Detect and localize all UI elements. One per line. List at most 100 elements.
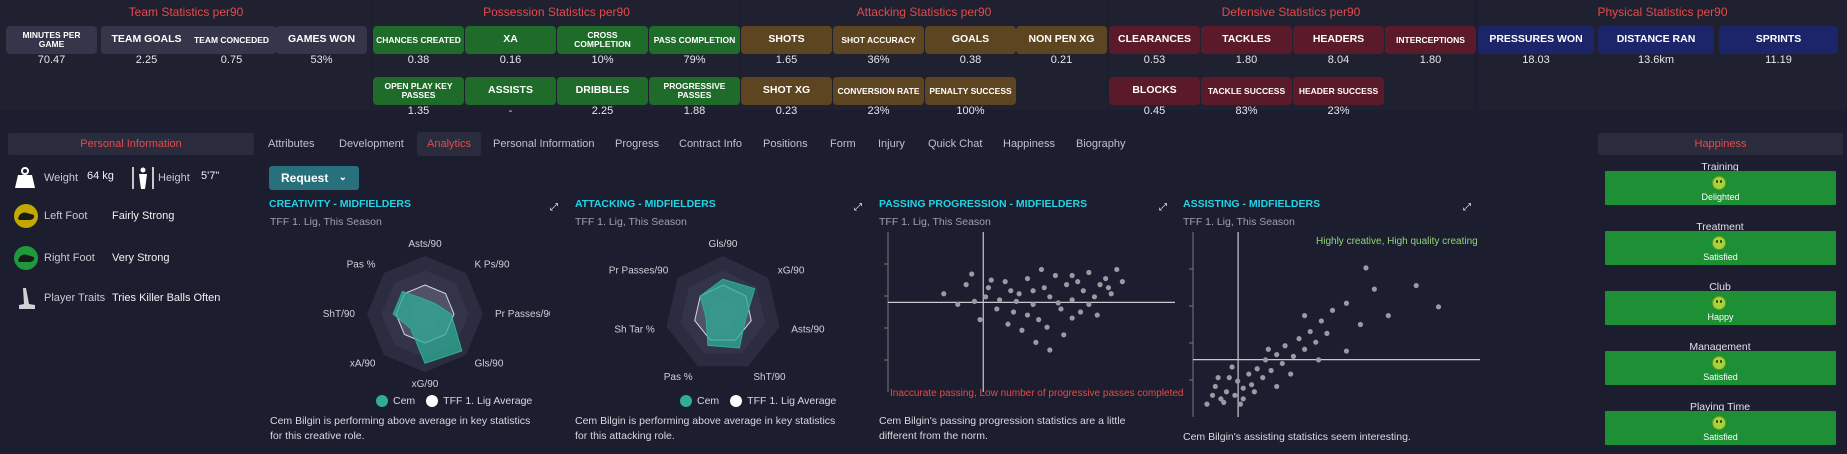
stat-tile-goals[interactable]: Goals xyxy=(925,26,1016,54)
stat-tile-shot-xg[interactable]: Shot XG xyxy=(741,77,832,105)
tab-personal-information[interactable]: Personal Information xyxy=(493,138,595,150)
scatter-point xyxy=(1069,297,1075,303)
stat-tile-shots[interactable]: Shots xyxy=(741,26,832,54)
stat-tile-cross-completion[interactable]: Cross completion xyxy=(557,26,648,54)
stat-value-interceptions: 1.80 xyxy=(1419,54,1442,66)
stat-tile-open-play-key-passes[interactable]: Open play key passes xyxy=(373,77,464,105)
possession-stats-group: Possession Statistics per90 Chances crea… xyxy=(373,0,740,117)
stat-tile-minutes[interactable]: Minutes per game xyxy=(6,26,97,54)
scatter-point xyxy=(1260,375,1266,381)
legend-player-dot xyxy=(376,395,388,407)
scatter-point xyxy=(1240,396,1246,402)
stat-tile-progressive-passes[interactable]: Progressive passes xyxy=(649,77,740,105)
scatter-point xyxy=(1371,286,1377,292)
stat-tile-distance-ran[interactable]: Distance ran xyxy=(1598,26,1714,54)
happiness-bar-management: Satisfied xyxy=(1605,351,1836,385)
stat-tile-pressures-won[interactable]: Pressures won xyxy=(1478,26,1594,54)
scatter-point xyxy=(1268,367,1274,374)
stat-tile-assists[interactable]: Assists xyxy=(465,77,556,105)
stat-tile-penalty-success[interactable]: Penalty success xyxy=(925,77,1016,105)
expand-icon[interactable]: ⤢ xyxy=(854,202,862,213)
tab-development[interactable]: Development xyxy=(339,138,404,150)
stat-value-progressive-passes: 1.88 xyxy=(683,105,706,117)
scatter-point xyxy=(1044,324,1050,330)
scatter-point xyxy=(1363,265,1369,271)
team-stats-title: Team Statistics per90 xyxy=(128,5,244,19)
tab-form[interactable]: Form xyxy=(830,138,856,150)
creativity-subtitle: TFF 1. Lig, This Season xyxy=(270,216,382,228)
legend-player-label: Cem xyxy=(393,395,416,407)
expand-icon[interactable]: ⤢ xyxy=(550,202,558,213)
stat-tile-conversion-rate[interactable]: Conversion rate xyxy=(833,77,924,105)
stat-tile-header-success[interactable]: Header success xyxy=(1293,77,1384,105)
stat-tile-team-conceded[interactable]: Team conceded xyxy=(186,26,277,54)
stat-tile-clearances[interactable]: Clearances xyxy=(1109,26,1200,54)
physical-stats-title: Physical Statistics per90 xyxy=(1597,5,1728,19)
tab-attributes[interactable]: Attributes xyxy=(268,138,315,150)
scatter-point xyxy=(1103,275,1109,282)
tab-progress[interactable]: Progress xyxy=(615,138,660,150)
happiness-status: Delighted xyxy=(1701,192,1740,202)
player-traits-value: Tries Killer Balls Often xyxy=(112,292,221,304)
scatter-point xyxy=(1343,348,1350,354)
scatter-point xyxy=(1229,364,1235,370)
scatter-point xyxy=(1063,282,1070,288)
stat-tile-dribbles[interactable]: Dribbles xyxy=(557,77,648,105)
scatter-point xyxy=(1075,279,1081,285)
scatter-point xyxy=(1008,288,1014,294)
tab-positions[interactable]: Positions xyxy=(763,138,808,150)
happiness-label-club: Club xyxy=(1709,281,1731,293)
scatter-point xyxy=(1209,392,1216,398)
stat-tile-headers[interactable]: Headers xyxy=(1293,26,1384,54)
scatter-point xyxy=(1041,285,1047,291)
tab-quick-chat[interactable]: Quick Chat xyxy=(928,138,983,150)
scatter-point xyxy=(1080,288,1086,294)
tab-analytics[interactable]: Analytics xyxy=(417,132,482,156)
stat-value-minutes: 70.47 xyxy=(37,54,66,66)
stat-tile-non-pen-xg[interactable]: Non pen XG xyxy=(1016,26,1107,54)
expand-icon[interactable]: ⤢ xyxy=(1159,202,1167,213)
stat-value-shot-xg: 0.23 xyxy=(775,105,798,117)
passing-title: PASSING PROGRESSION - MIDFIELDERS xyxy=(879,198,1088,210)
stat-tile-interceptions[interactable]: Interceptions xyxy=(1385,26,1476,54)
tab-contract-info[interactable]: Contract Info xyxy=(679,138,742,150)
attacking-stats-group: Attacking Statistics per90 Shots 1.65 Sh… xyxy=(741,0,1107,117)
scatter-point xyxy=(994,306,1000,312)
stat-tile-chances-created[interactable]: Chances created xyxy=(373,26,464,54)
stat-tile-team-goals[interactable]: Team goals xyxy=(101,26,192,54)
radar-axis-label: Asts/90 xyxy=(408,239,442,250)
scatter-point xyxy=(1218,396,1224,402)
happiness-status: Happy xyxy=(1707,312,1734,322)
stat-value-pressures-won: 18.03 xyxy=(1522,54,1550,66)
happiness-header: Happiness xyxy=(1598,133,1843,155)
stat-tile-xa[interactable]: XA xyxy=(465,26,556,54)
stat-tile-sprints[interactable]: Sprints xyxy=(1719,26,1838,54)
scatter-point xyxy=(1033,339,1039,345)
stat-tile-tackle-success[interactable]: Tackle success xyxy=(1201,77,1292,105)
scatter-point xyxy=(1030,301,1036,307)
radar-axis-label: Pas % xyxy=(347,260,376,271)
scatter-point xyxy=(1091,294,1098,300)
stat-tile-games-won[interactable]: Games won xyxy=(276,26,367,54)
stat-value-blocks: 0.45 xyxy=(1143,105,1166,117)
request-dropdown-button[interactable]: Request ⌄ xyxy=(269,166,359,190)
scatter-point xyxy=(977,317,983,323)
stat-tile-shot-accuracy[interactable]: Shot accuracy xyxy=(833,26,924,54)
stat-tile-tackles[interactable]: Tackles xyxy=(1201,26,1292,54)
expand-icon[interactable]: ⤢ xyxy=(1463,202,1471,213)
happiness-status: Satisfied xyxy=(1703,432,1738,442)
scatter-point xyxy=(1069,315,1075,321)
left-foot-value: Fairly Strong xyxy=(112,210,175,222)
stat-value-open-play-key-passes: 1.35 xyxy=(407,105,430,117)
stat-tile-pass-completion[interactable]: Pass completion xyxy=(649,26,740,54)
assisting-title: ASSISTING - MIDFIELDERS xyxy=(1183,198,1321,210)
height-icon xyxy=(132,167,154,189)
tab-happiness[interactable]: Happiness xyxy=(1003,138,1055,150)
tab-injury[interactable]: Injury xyxy=(878,138,905,150)
stat-tile-blocks[interactable]: Blocks xyxy=(1109,77,1200,105)
attacking-title: ATTACKING - MIDFIELDERS xyxy=(575,198,716,210)
tab-biography[interactable]: Biography xyxy=(1076,138,1126,150)
scatter-point xyxy=(971,298,978,304)
creativity-legend: Cem TFF 1. Lig Average xyxy=(376,395,532,407)
series-player-area xyxy=(392,290,463,364)
